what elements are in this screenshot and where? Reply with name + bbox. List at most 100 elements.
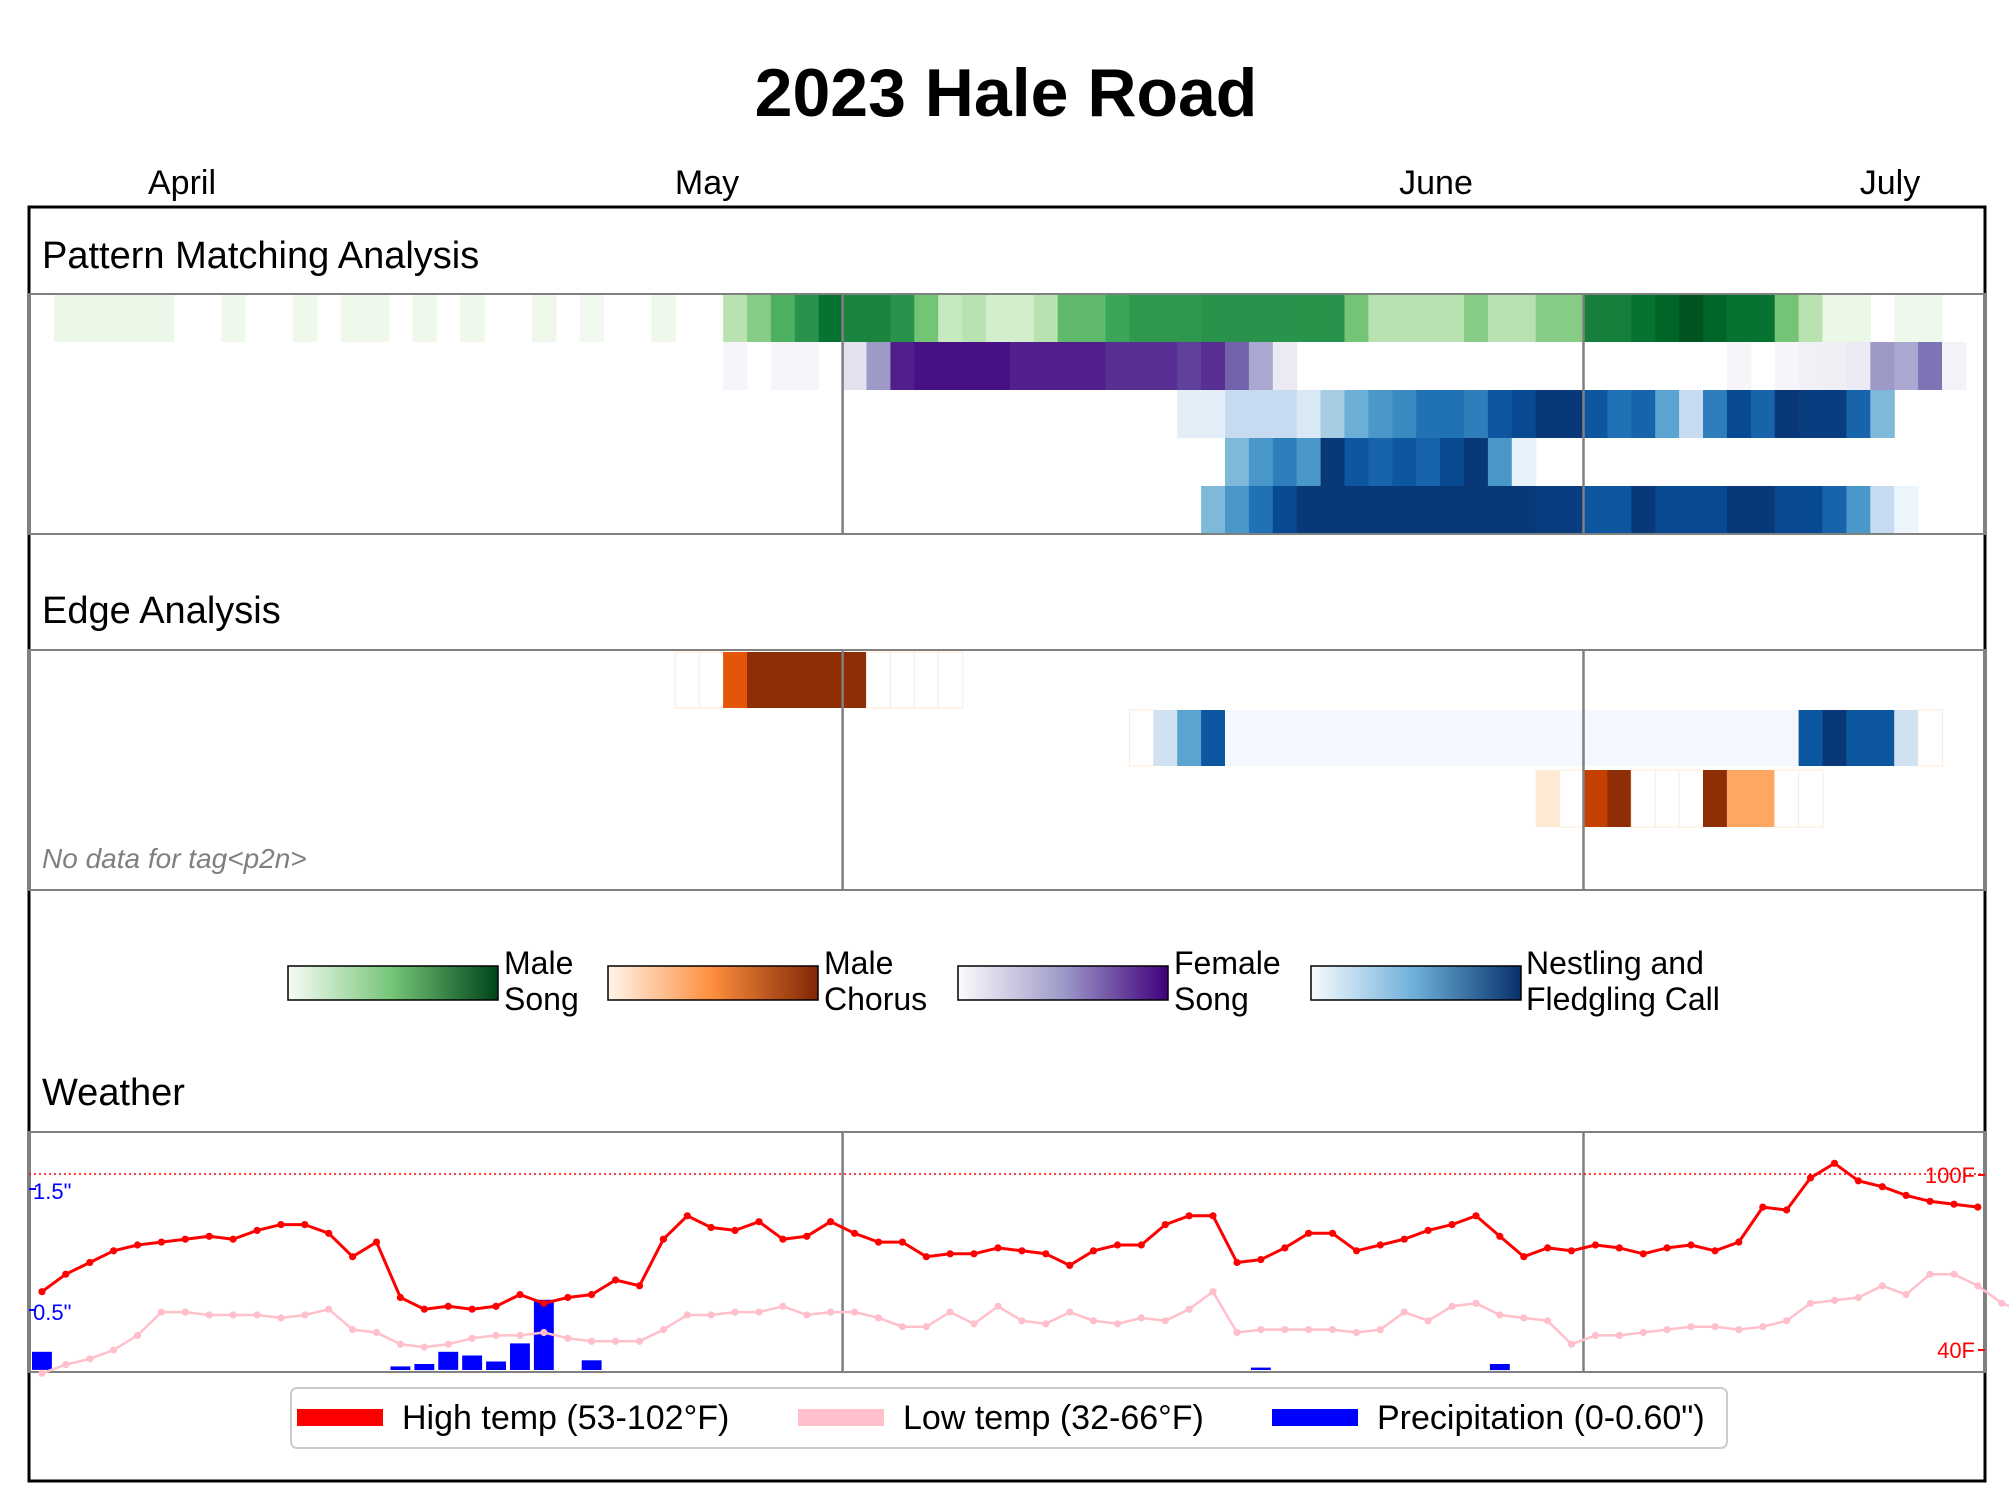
high-temp-point bbox=[850, 1229, 859, 1237]
pm-female-song-cell bbox=[866, 342, 891, 390]
high-temp-point bbox=[611, 1276, 620, 1284]
chart-title: 2023 Hale Road bbox=[755, 55, 1258, 131]
ea-male-chorus-2-cell bbox=[1798, 769, 1824, 828]
pm-male-song-cell bbox=[1487, 295, 1513, 342]
pm-male-song-cell bbox=[651, 295, 676, 342]
pm-nestling-call-2-cell bbox=[1368, 438, 1393, 486]
ea-nestling-call-cell bbox=[1583, 710, 1608, 766]
low-temp-point bbox=[564, 1334, 572, 1342]
pm-nestling-call-3-cell bbox=[1440, 486, 1465, 533]
pm-nestling-call-3-cell bbox=[1655, 486, 1680, 533]
low-temp-point bbox=[325, 1305, 333, 1313]
high-temp-point bbox=[1472, 1212, 1480, 1220]
pm-male-song-cell bbox=[747, 295, 772, 342]
pm-female-song-cell bbox=[962, 342, 987, 390]
high-temp-point bbox=[564, 1293, 572, 1302]
ea-nestling-call-cell bbox=[1894, 710, 1919, 766]
pm-male-song-cell bbox=[1153, 295, 1178, 342]
pm-nestling-call-1-cell bbox=[1607, 390, 1632, 438]
low-temp-point bbox=[1113, 1320, 1122, 1328]
low-temp-point bbox=[922, 1323, 930, 1331]
pm-nestling-call-1-cell bbox=[1511, 390, 1537, 438]
high-temp-point bbox=[325, 1229, 333, 1237]
pm-female-song-cell bbox=[842, 342, 868, 390]
pm-female-song-cell bbox=[1129, 342, 1154, 390]
high-temp-point bbox=[205, 1232, 213, 1240]
colorbar-legend: Male Song Male Chorus Female Song Nestli… bbox=[287, 945, 1720, 1017]
high-temp-point bbox=[1257, 1256, 1265, 1264]
pm-nestling-call-1-cell bbox=[1583, 390, 1608, 438]
high-temp-point bbox=[420, 1305, 428, 1313]
pm-nestling-call-2-cell bbox=[1225, 438, 1250, 486]
high-temp-point bbox=[1711, 1247, 1719, 1255]
pm-nestling-call-3-cell bbox=[1774, 486, 1800, 533]
low-temp-point bbox=[1567, 1340, 1576, 1348]
low-temp-point bbox=[468, 1334, 476, 1342]
pm-male-song-cell bbox=[1201, 295, 1226, 342]
pm-nestling-call-2-cell bbox=[1464, 438, 1489, 486]
low-temp-point bbox=[1591, 1331, 1600, 1339]
ea-nestling-call-cell bbox=[1153, 710, 1178, 766]
pm-male-song-cell bbox=[1918, 295, 1943, 342]
pm-nestling-call-2-cell bbox=[1416, 438, 1441, 486]
ea-male-chorus-2-cell bbox=[1607, 770, 1632, 827]
low-temp-point bbox=[755, 1308, 763, 1316]
ea-nestling-call-cell bbox=[1703, 710, 1728, 766]
high-temp-point bbox=[396, 1293, 404, 1302]
pm-female-song-cell bbox=[1248, 342, 1274, 390]
pm-nestling-call-3-cell bbox=[1607, 486, 1632, 533]
pm-nestling-call-2-cell bbox=[1248, 438, 1274, 486]
low-temp-point bbox=[1830, 1296, 1839, 1304]
legend-swatch-high-temp bbox=[297, 1409, 383, 1426]
pm-female-song-cell bbox=[1894, 342, 1919, 390]
low-temp-point bbox=[396, 1340, 404, 1348]
pm-nestling-call-1-cell bbox=[1201, 390, 1226, 438]
pm-nestling-call-1-cell bbox=[1296, 390, 1322, 438]
ea-nestling-call-cell bbox=[1679, 710, 1704, 766]
ea-nestling-call-cell bbox=[1511, 710, 1537, 766]
ea-nestling-call-cell bbox=[1750, 710, 1776, 766]
pm-nestling-call-2-cell bbox=[1511, 438, 1537, 486]
pm-nestling-call-1-cell bbox=[1822, 390, 1847, 438]
low-temp-point bbox=[1400, 1308, 1408, 1316]
high-temp-point bbox=[253, 1226, 261, 1234]
pm-male-song-cell bbox=[1320, 295, 1346, 342]
pm-male-song-cell bbox=[890, 295, 915, 342]
high-temp-point bbox=[133, 1241, 142, 1249]
pm-male-song-cell bbox=[1774, 295, 1800, 342]
pm-nestling-call-1-cell bbox=[1177, 390, 1202, 438]
pm-male-song-cell bbox=[579, 295, 605, 342]
pm-male-song-cell bbox=[938, 295, 963, 342]
ea-nestling-call-cell bbox=[1296, 710, 1322, 766]
pm-female-song-cell bbox=[1201, 342, 1226, 390]
low-temp-point bbox=[157, 1308, 165, 1316]
pm-nestling-call-1-cell bbox=[1750, 390, 1776, 438]
low-temp-point bbox=[1902, 1291, 1910, 1299]
weather-axis-labels: 1.5" 0.5" 100F 40F bbox=[29, 1163, 1985, 1363]
ea-nestling-call-cell bbox=[1320, 710, 1346, 766]
pm-female-song-cell bbox=[890, 342, 915, 390]
low-temp-point bbox=[205, 1311, 213, 1319]
pm-nestling-call-3-cell bbox=[1248, 486, 1274, 533]
ea-male-chorus-2-cell bbox=[1774, 769, 1800, 828]
pm-nestling-call-1-cell bbox=[1535, 390, 1561, 438]
ea-nestling-call-cell bbox=[1272, 710, 1298, 766]
pm-nestling-call-1-cell bbox=[1320, 390, 1346, 438]
ea-nestling-call-cell bbox=[1798, 710, 1824, 766]
no-data-note: No data for tag<p2n> bbox=[42, 843, 307, 874]
high-temp-point bbox=[1687, 1241, 1695, 1249]
ea-male-chorus-1-cell bbox=[674, 651, 701, 709]
pm-female-song-cell bbox=[1272, 342, 1298, 390]
high-temp-point bbox=[1520, 1253, 1528, 1261]
ea-male-chorus-2-cell bbox=[1630, 769, 1657, 828]
pm-male-song-cell bbox=[292, 295, 318, 342]
precip-bar bbox=[462, 1355, 483, 1370]
pm-nestling-call-3-cell bbox=[1487, 486, 1513, 533]
weather-panel-frame bbox=[28, 1131, 1986, 1373]
pm-nestling-call-1-cell bbox=[1487, 390, 1513, 438]
pm-male-song-cell bbox=[1416, 295, 1441, 342]
pm-female-song-cell bbox=[1009, 342, 1035, 390]
ea-male-chorus-1-cell bbox=[747, 652, 772, 708]
pm-female-song-cell bbox=[1033, 342, 1059, 390]
low-temp-point bbox=[492, 1331, 500, 1339]
